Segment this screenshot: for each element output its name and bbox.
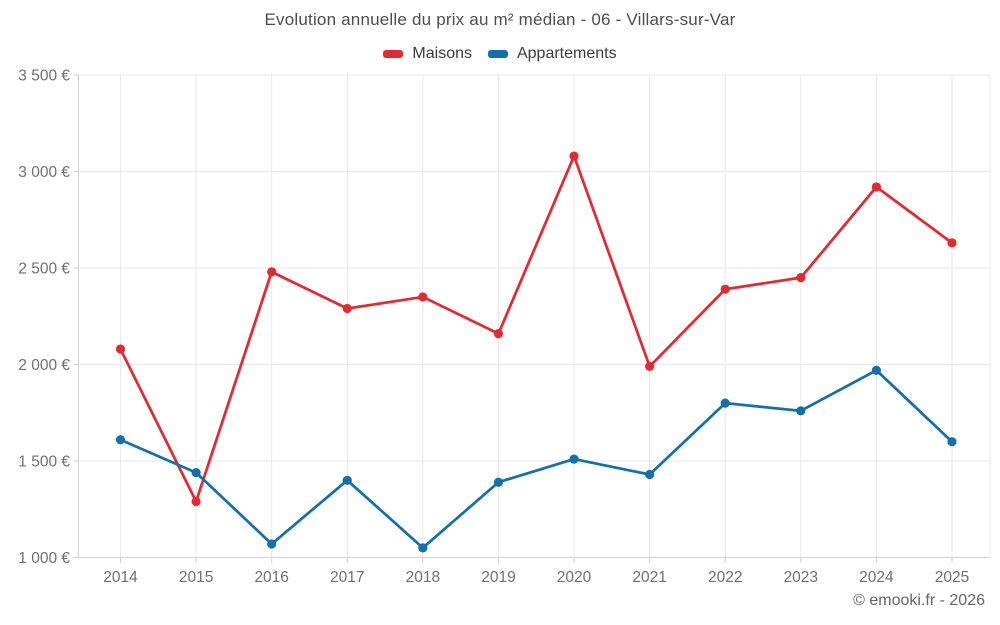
svg-text:3 500 €: 3 500 € (18, 68, 70, 85)
svg-text:2018: 2018 (406, 569, 440, 586)
legend-item-appartements[interactable]: Appartements (487, 45, 617, 63)
svg-text:2 000 €: 2 000 € (18, 357, 70, 374)
svg-text:2024: 2024 (859, 569, 894, 586)
copyright: © emooki.fr - 2026 (853, 592, 985, 609)
svg-text:2020: 2020 (557, 569, 592, 586)
svg-text:2022: 2022 (708, 569, 742, 586)
svg-text:1 500 €: 1 500 € (18, 454, 70, 471)
svg-text:2017: 2017 (330, 569, 364, 586)
svg-text:2014: 2014 (103, 569, 138, 586)
legend-marker-maisons-icon (383, 50, 404, 58)
legend: Maisons Appartements (0, 45, 1000, 63)
svg-text:2019: 2019 (481, 569, 515, 586)
legend-item-maisons[interactable]: Maisons (383, 45, 472, 63)
svg-text:2025: 2025 (935, 569, 969, 586)
legend-marker-appartements-icon (487, 50, 508, 58)
legend-label-appartements: Appartements (516, 45, 617, 62)
svg-text:2023: 2023 (784, 569, 818, 586)
svg-text:2015: 2015 (179, 569, 213, 586)
svg-text:1 000 €: 1 000 € (18, 550, 70, 567)
svg-text:2016: 2016 (254, 569, 288, 586)
svg-text:3 000 €: 3 000 € (18, 164, 70, 181)
svg-text:2 500 €: 2 500 € (18, 261, 70, 278)
svg-text:2021: 2021 (632, 569, 666, 586)
chart-title: Evolution annuelle du prix au m² médian … (264, 10, 736, 29)
legend-label-maisons: Maisons (412, 45, 472, 62)
